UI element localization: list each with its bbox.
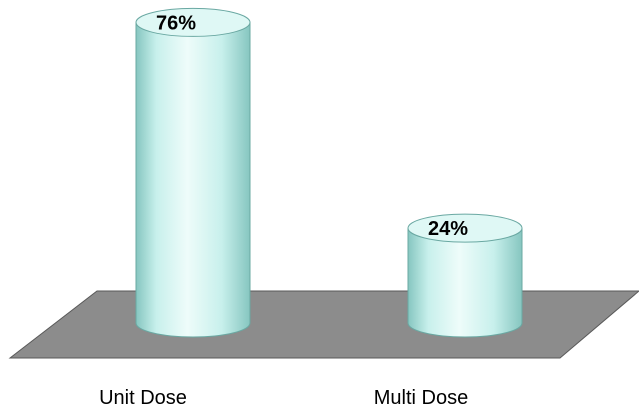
chart-floor [8,290,639,359]
bar-group [135,7,523,338]
bar-top-unit-dose [135,7,251,37]
category-label-group: Unit Dose Multi Dose [99,387,468,409]
data-label-multi-dose: 24% [428,218,468,240]
bar-body-multi-dose [407,227,523,338]
category-label-multi-dose: Multi Dose [374,387,468,409]
category-label-unit-dose: Unit Dose [99,387,187,409]
bar-multi-dose [407,213,523,338]
bar-body-unit-dose [135,21,251,338]
data-label-group: 76% 24% [156,12,468,240]
bar-top-multi-dose [407,213,523,243]
data-label-unit-dose: 76% [156,12,196,34]
bar-unit-dose [135,7,251,338]
